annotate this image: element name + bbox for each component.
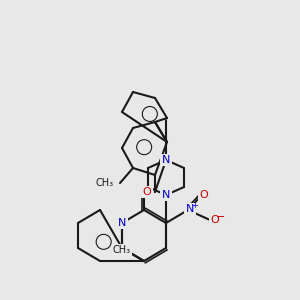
Text: N: N: [186, 204, 194, 214]
Text: O: O: [200, 190, 208, 200]
Text: CH₃: CH₃: [113, 245, 131, 255]
Text: N: N: [162, 190, 170, 200]
Text: O: O: [142, 187, 152, 197]
Text: −: −: [216, 212, 226, 222]
Text: O: O: [211, 215, 219, 225]
Text: N: N: [118, 218, 126, 228]
Text: +: +: [192, 200, 198, 209]
Text: N: N: [162, 155, 170, 165]
Text: CH₃: CH₃: [96, 178, 114, 188]
